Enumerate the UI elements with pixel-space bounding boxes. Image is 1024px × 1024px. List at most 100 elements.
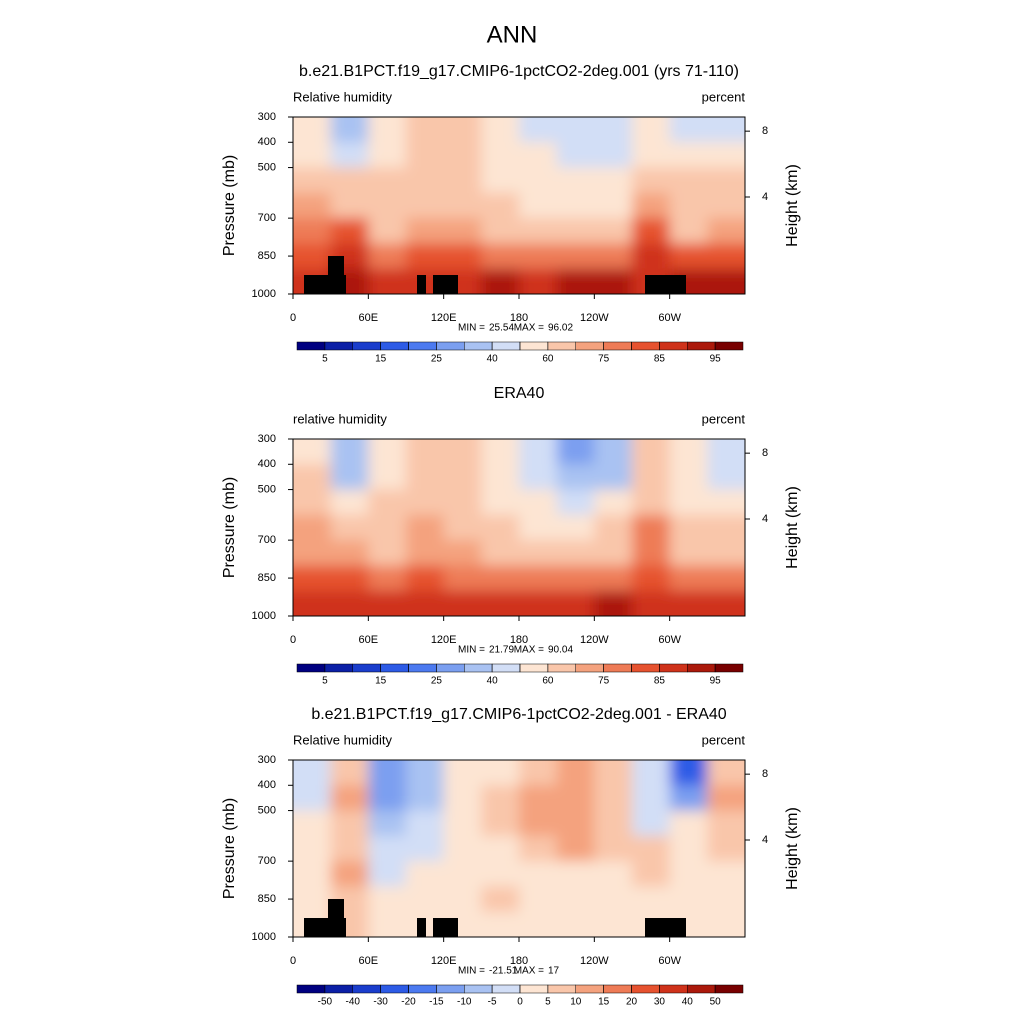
colorbar-label: 75: [598, 676, 610, 687]
cell: [594, 439, 633, 465]
colorbar-box: [324, 663, 353, 673]
cell: [481, 142, 520, 169]
cell: [632, 565, 671, 592]
colorbar-label: -15: [429, 997, 444, 1008]
cell: [330, 835, 369, 862]
min-label: MIN =: [458, 966, 485, 977]
cell: [368, 514, 407, 541]
cell: [443, 464, 482, 491]
cell: [368, 489, 407, 516]
cell: [406, 489, 445, 516]
topography: [417, 918, 426, 937]
topography: [417, 275, 426, 294]
colorbar-box: [352, 341, 381, 351]
cell: [556, 192, 595, 219]
cell: [293, 590, 332, 616]
cell: [632, 886, 671, 913]
cell: [293, 489, 332, 516]
cell: [293, 464, 332, 491]
cell: [481, 464, 520, 491]
cell: [632, 117, 671, 143]
colorbar-label: 20: [626, 997, 638, 1008]
cell: [481, 565, 520, 592]
cell: [406, 117, 445, 143]
y2-tick-label: 8: [762, 768, 768, 780]
cell: [707, 861, 745, 887]
cell: [481, 911, 520, 937]
cell: [406, 835, 445, 862]
min-value: -21.51: [489, 966, 518, 977]
cell: [330, 785, 369, 812]
y-tick-label: 700: [258, 855, 276, 867]
colorbar-label: 85: [654, 354, 666, 365]
cell: [293, 565, 332, 592]
cell: [330, 167, 369, 194]
cell: [519, 886, 558, 913]
cell: [330, 218, 369, 244]
cell: [443, 590, 482, 616]
panel: ERA40 relative humidity percent Pressure (m…: [221, 385, 801, 686]
colorbar-box: [659, 341, 688, 351]
cell: [669, 835, 708, 862]
cell: [669, 218, 708, 244]
cell: [330, 590, 369, 616]
cell: [707, 760, 745, 786]
panel-title: b.e21.B1PCT.f19_g17.CMIP6-1pctCO2-2deg.0…: [299, 63, 739, 80]
colorbar-box: [687, 663, 716, 673]
colorbar-box: [464, 984, 493, 994]
y2-axis-label: Height (km): [784, 807, 801, 890]
cell: [330, 565, 369, 592]
cell: [594, 810, 633, 837]
colorbar-label: 10: [570, 997, 582, 1008]
cell: [330, 514, 369, 541]
cell: [406, 861, 445, 887]
cell: [519, 489, 558, 516]
colorbar-box: [659, 663, 688, 673]
cell: [519, 117, 558, 143]
y-tick-label: 1000: [252, 288, 276, 300]
cell: [707, 565, 745, 592]
y-tick-label: 850: [258, 572, 276, 584]
cell: [556, 565, 595, 592]
cell: [669, 489, 708, 516]
cell: [594, 785, 633, 812]
cell: [368, 464, 407, 491]
cell: [330, 861, 369, 887]
cell: [443, 861, 482, 887]
cell: [556, 861, 595, 887]
colorbar-box: [603, 663, 632, 673]
y2-tick-label: 8: [762, 447, 768, 459]
x-tick-label: 60W: [658, 955, 681, 967]
max-label: MAX =: [514, 966, 544, 977]
cell: [519, 243, 558, 270]
cell: [556, 514, 595, 541]
cell: [632, 835, 671, 862]
cell: [519, 540, 558, 566]
y2-tick-label: 8: [762, 125, 768, 137]
colorbar-label: -30: [373, 997, 388, 1008]
colorbar-box: [436, 341, 465, 351]
right-string: percent: [702, 732, 746, 747]
max-value: 17: [548, 966, 560, 977]
colorbar-box: [603, 341, 632, 351]
cell: [368, 785, 407, 812]
cell: [368, 861, 407, 887]
cell: [368, 810, 407, 837]
colorbar-box: [491, 663, 521, 673]
cell: [443, 565, 482, 592]
cell: [481, 861, 520, 887]
cell: [330, 760, 369, 786]
cell: [519, 268, 558, 294]
cell: [669, 439, 708, 465]
colorbar-label: 30: [654, 997, 666, 1008]
cell: [669, 117, 708, 143]
min-label: MIN =: [458, 323, 485, 334]
cell: [707, 268, 745, 294]
colorbar-label: 40: [682, 997, 694, 1008]
x-tick-label: 60E: [359, 312, 379, 324]
colorbar-box: [659, 984, 688, 994]
cell: [707, 464, 745, 491]
colorbar-box: [547, 341, 576, 351]
x-tick-label: 0: [290, 312, 296, 324]
cell: [293, 142, 332, 169]
